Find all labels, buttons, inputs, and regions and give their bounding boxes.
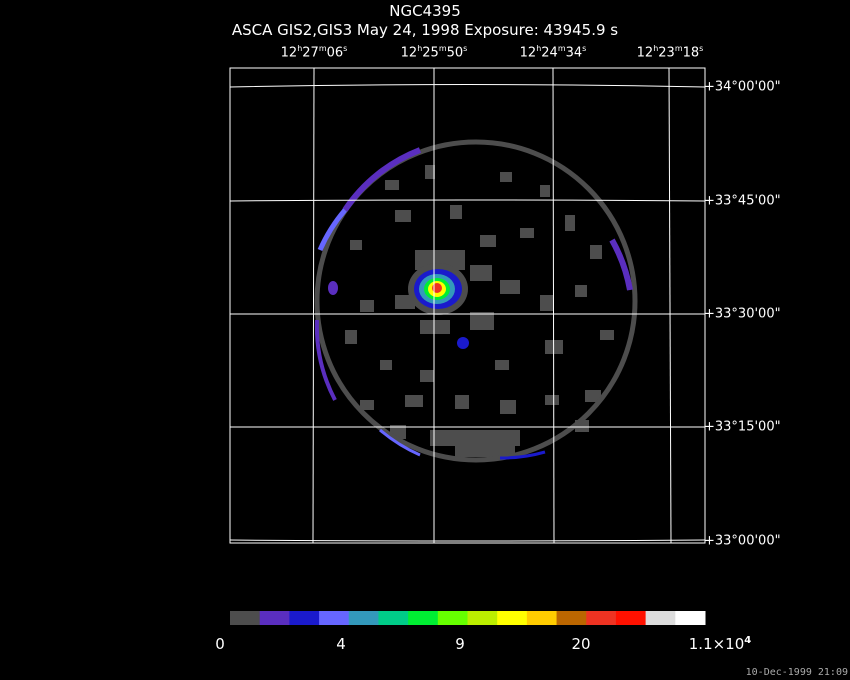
colorbar-swatch	[497, 611, 528, 625]
image-subtitle: ASCA GIS2,GIS3 May 24, 1998 Exposure: 43…	[231, 21, 619, 39]
colorbar-swatch	[319, 611, 350, 625]
colorbar-label-4: 1.1×104	[688, 635, 752, 653]
plot-frame	[229, 67, 706, 544]
dec-label-1: +34°00'00"	[704, 79, 781, 95]
source-ngc4395	[408, 263, 468, 315]
detector-edge	[314, 139, 638, 463]
colorbar-label-0: 0	[215, 635, 225, 653]
colorbar-swatch	[675, 611, 706, 625]
colorbar-swatch	[586, 611, 617, 625]
dec-label-4: +33°15'00"	[704, 419, 781, 435]
ra-label-2: 12h25m50s	[400, 44, 468, 61]
colorbar-label-1: 4	[336, 635, 346, 653]
colorbar-label-2: 9	[455, 635, 465, 653]
colorbar-swatch	[556, 611, 587, 625]
colorbar-swatch	[408, 611, 439, 625]
colorbar-swatch	[378, 611, 409, 625]
image-title: NGC4395	[389, 2, 461, 20]
colorbar-swatch	[467, 611, 498, 625]
source-edge	[328, 281, 338, 295]
colorbar-label-3: 20	[571, 635, 591, 653]
colorbar-swatch	[645, 611, 676, 625]
background-noise	[345, 165, 614, 457]
dec-label-2: +33°45'00"	[704, 193, 781, 209]
source-secondary	[457, 337, 469, 349]
colorbar-swatch	[230, 611, 261, 625]
colorbar-swatch	[526, 611, 558, 625]
colorbar-swatch	[289, 611, 320, 625]
ra-label-1: 12h27m06s	[280, 44, 348, 61]
colorbar-swatch	[615, 611, 647, 625]
colorbar-swatch	[259, 611, 290, 625]
colorbar-swatch	[348, 611, 379, 625]
dec-label-5: +33°00'00"	[704, 533, 781, 549]
ra-label-4: 12h23m18s	[636, 44, 704, 61]
timestamp: 10-Dec-1999 21:09	[745, 667, 848, 678]
colorbar-swatch	[437, 611, 468, 625]
dec-label-3: +33°30'00"	[704, 306, 781, 322]
ra-label-3: 12h24m34s	[519, 44, 587, 61]
colorbar	[230, 611, 706, 625]
coordinate-grid	[229, 67, 706, 544]
